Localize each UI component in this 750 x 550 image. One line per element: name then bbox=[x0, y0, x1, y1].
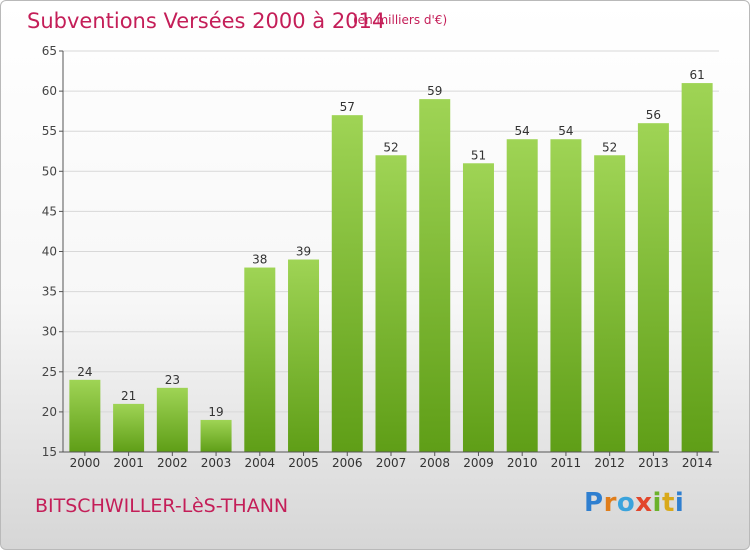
data-label-2005: 39 bbox=[296, 245, 311, 259]
x-tick-label-2007: 2007 bbox=[376, 456, 407, 470]
x-tick-label-2014: 2014 bbox=[682, 456, 713, 470]
bar-2014 bbox=[681, 83, 713, 452]
bar-2000 bbox=[69, 379, 101, 452]
y-tick-label: 40 bbox=[42, 245, 57, 259]
data-label-2012: 52 bbox=[602, 140, 617, 154]
data-label-2013: 56 bbox=[646, 108, 661, 122]
data-label-2010: 54 bbox=[515, 124, 530, 138]
x-tick-label-2001: 2001 bbox=[113, 456, 144, 470]
logo-letter: t bbox=[661, 488, 675, 518]
x-tick-label-2004: 2004 bbox=[245, 456, 276, 470]
bar-2002 bbox=[156, 387, 188, 452]
bar-2005 bbox=[288, 259, 320, 452]
commune-name: BITSCHWILLER-LèS-THANN bbox=[35, 495, 289, 517]
logo-letter: i bbox=[652, 488, 662, 518]
x-tick-label-2000: 2000 bbox=[70, 456, 101, 470]
data-label-2006: 57 bbox=[340, 100, 355, 114]
proxiti-logo: Proxiti bbox=[584, 488, 684, 518]
bar-2009 bbox=[462, 163, 494, 452]
y-tick-label: 30 bbox=[42, 325, 57, 339]
y-tick-label: 20 bbox=[42, 405, 57, 419]
data-labels: 24 21 23 19 38 39 57 52 59 51 54 54 52 56 61 bbox=[77, 68, 705, 419]
bar-2006 bbox=[331, 115, 363, 452]
y-tick-label: 50 bbox=[42, 164, 57, 178]
y-tick-label: 60 bbox=[42, 84, 57, 98]
data-label-2007: 52 bbox=[383, 140, 398, 154]
bar-2003 bbox=[200, 419, 232, 452]
bar-2013 bbox=[637, 123, 669, 453]
bar-2001 bbox=[113, 403, 145, 452]
bar-2011 bbox=[550, 139, 582, 452]
x-tick-label-2006: 2006 bbox=[332, 456, 363, 470]
bar-2007 bbox=[375, 155, 407, 452]
x-tick-label-2003: 2003 bbox=[201, 456, 232, 470]
logo-letter: o bbox=[616, 488, 636, 518]
data-label-2002: 23 bbox=[165, 373, 180, 387]
y-tick-label: 25 bbox=[42, 365, 57, 379]
x-tick-label-2012: 2012 bbox=[594, 456, 625, 470]
logo-letter: P bbox=[584, 488, 604, 518]
x-tick-label-2008: 2008 bbox=[419, 456, 450, 470]
y-tick-label: 35 bbox=[42, 285, 57, 299]
x-tick-label-2009: 2009 bbox=[463, 456, 494, 470]
chart-title: Subventions Versées 2000 à 2014 bbox=[27, 9, 386, 33]
data-label-2009: 51 bbox=[471, 148, 486, 162]
x-tick-label-2010: 2010 bbox=[507, 456, 538, 470]
bars bbox=[69, 83, 713, 453]
bar-2010 bbox=[506, 139, 538, 452]
y-tick-label: 15 bbox=[42, 445, 57, 459]
y-tick-label: 45 bbox=[42, 204, 57, 218]
x-tick-label-2011: 2011 bbox=[551, 456, 582, 470]
chart-subtitle: (en milliers d'€) bbox=[353, 13, 448, 27]
data-label-2008: 59 bbox=[427, 84, 442, 98]
logo-letter: x bbox=[635, 488, 653, 518]
x-tick-label-2013: 2013 bbox=[638, 456, 669, 470]
axes: 15 20 25 30 35 40 45 50 55 60 65 2000 2001 2002 2003 20… bbox=[42, 44, 719, 470]
data-label-2000: 24 bbox=[77, 365, 92, 379]
bar-2012 bbox=[594, 155, 626, 452]
bar-2004 bbox=[244, 267, 276, 452]
bar-2008 bbox=[419, 99, 451, 453]
y-tick-label: 55 bbox=[42, 124, 57, 138]
y-tick-label: 65 bbox=[42, 44, 57, 58]
logo-letter: r bbox=[603, 488, 617, 518]
data-label-2001: 21 bbox=[121, 389, 136, 403]
x-tick-label-2005: 2005 bbox=[288, 456, 319, 470]
logo-letter: i bbox=[674, 488, 685, 518]
data-label-2003: 19 bbox=[208, 405, 223, 419]
data-label-2014: 61 bbox=[689, 68, 704, 82]
data-label-2011: 54 bbox=[558, 124, 573, 138]
data-label-2004: 38 bbox=[252, 253, 267, 267]
x-tick-label-2002: 2002 bbox=[157, 456, 188, 470]
